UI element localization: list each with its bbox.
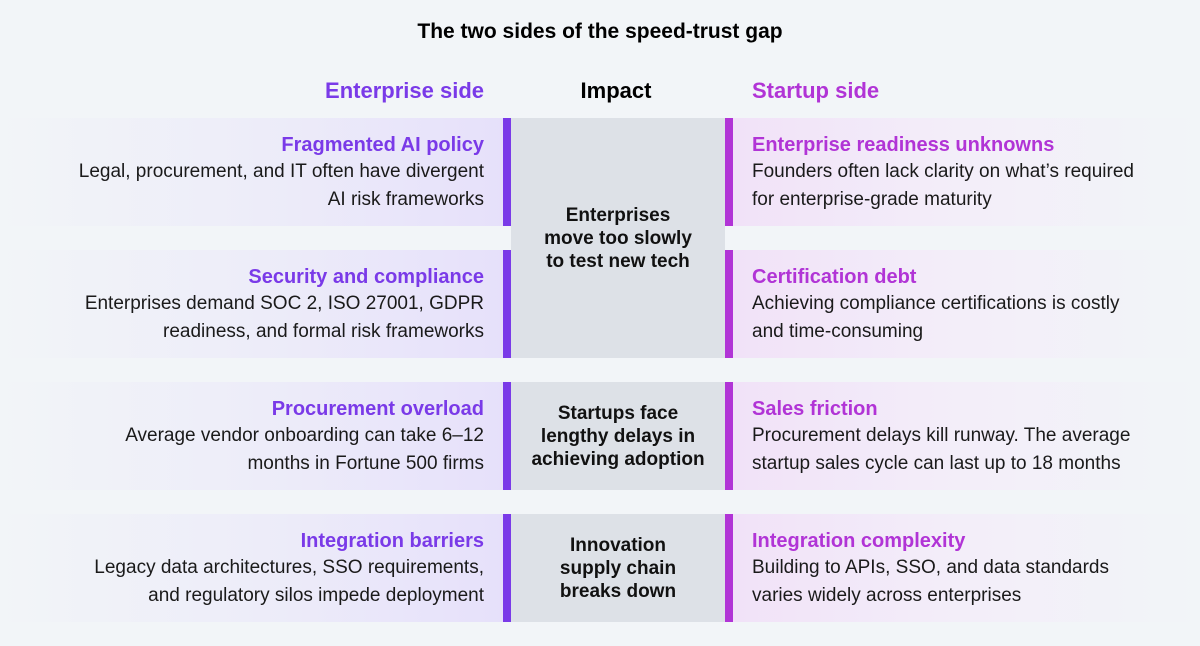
impact-line: lengthy delays in: [540, 426, 696, 447]
startup-accent-bar: [725, 118, 733, 226]
startup-accent-bar: [725, 514, 733, 622]
startup-item-line: startup sales cycle can last up to 18 mo…: [752, 453, 1121, 474]
startup-item-line: for enterprise-grade maturity: [752, 189, 992, 210]
enterprise-cell-bg: [0, 250, 510, 358]
impact-text: Innovation supply chain breaks down: [511, 534, 725, 603]
enterprise-item: Procurement overload Average vendor onbo…: [24, 396, 484, 478]
startup-item: Certification debt Achieving compliance …: [752, 264, 1182, 346]
startup-cell-bg: [733, 514, 1200, 622]
impact-column-header: Impact: [580, 78, 652, 103]
startup-item-heading: Integration complexity: [752, 530, 966, 552]
enterprise-item-line: Legacy data architectures, SSO requireme…: [94, 557, 484, 578]
enterprise-column-header: Enterprise side: [325, 78, 484, 103]
startup-item-line: Procurement delays kill runway. The aver…: [752, 425, 1131, 446]
impact-text: Enterprises move too slowly to test new …: [511, 204, 725, 273]
enterprise-cell-bg: [0, 118, 510, 226]
impact-line: achieving adoption: [531, 449, 705, 470]
startup-item-line: Achieving compliance certifications is c…: [752, 293, 1120, 314]
impact-line: breaks down: [559, 581, 677, 602]
gap-row-integration: Integration barriers Legacy data archite…: [0, 514, 1200, 622]
enterprise-item: Integration barriers Legacy data archite…: [24, 528, 484, 610]
startup-item-line: and time-consuming: [752, 321, 924, 342]
enterprise-item-line: readiness, and formal risk frameworks: [163, 321, 484, 342]
startup-cell-bg: [733, 118, 1200, 226]
startup-item-heading: Sales friction: [752, 398, 878, 420]
gap-row-fragmented-ai-policy: Fragmented AI policy Legal, procurement,…: [0, 118, 1200, 226]
impact-line: to test new tech: [546, 251, 690, 272]
startup-accent-bar: [725, 382, 733, 490]
startup-item-line: Building to APIs, SSO, and data standard…: [752, 557, 1110, 578]
enterprise-item-heading: Security and compliance: [248, 266, 484, 288]
impact-line: Enterprises: [565, 205, 671, 226]
impact-line: Innovation: [569, 535, 667, 556]
startup-item-line: Founders often lack clarity on what’s re…: [752, 161, 1134, 182]
startup-accent-bar: [725, 250, 733, 358]
gap-row-security-compliance: Security and compliance Enterprises dema…: [0, 250, 1200, 358]
enterprise-item-heading: Fragmented AI policy: [281, 134, 484, 156]
enterprise-accent-bar: [503, 118, 511, 226]
impact-text: Startups face lengthy delays in achievin…: [511, 402, 725, 471]
enterprise-item-line: and regulatory silos impede deployment: [148, 585, 484, 606]
enterprise-accent-bar: [503, 382, 511, 490]
gap-row-procurement: Procurement overload Average vendor onbo…: [0, 382, 1200, 490]
startup-item: Enterprise readiness unknowns Founders o…: [752, 132, 1182, 214]
diagram-title: The two sides of the speed-trust gap: [417, 20, 783, 43]
startup-item-heading: Certification debt: [752, 266, 917, 288]
enterprise-item: Security and compliance Enterprises dema…: [24, 264, 484, 346]
enterprise-item-line: AI risk frameworks: [327, 189, 484, 210]
startup-item-line: varies widely across enterprises: [752, 585, 1022, 606]
startup-item: Integration complexity Building to APIs,…: [752, 528, 1182, 610]
enterprise-cell-bg: [0, 514, 510, 622]
enterprise-item-line: Average vendor onboarding can take 6–12: [125, 425, 484, 446]
enterprise-cell-bg: [0, 382, 510, 490]
enterprise-item-heading: Integration barriers: [300, 530, 484, 552]
impact-box-slow-testing: Enterprises move too slowly to test new …: [511, 118, 725, 358]
enterprise-item-heading: Procurement overload: [271, 398, 484, 420]
impact-line: move too slowly: [544, 228, 692, 249]
enterprise-accent-bar: [503, 514, 511, 622]
impact-box-supply-chain: Innovation supply chain breaks down: [511, 514, 725, 622]
startup-item: Sales friction Procurement delays kill r…: [752, 396, 1182, 478]
enterprise-item-line: months in Fortune 500 firms: [247, 453, 484, 474]
impact-box-adoption-delays: Startups face lengthy delays in achievin…: [511, 382, 725, 490]
enterprise-item-line: Legal, procurement, and IT often have di…: [78, 161, 484, 182]
startup-column-header: Startup side: [752, 78, 880, 103]
startup-cell-bg: [733, 250, 1200, 358]
startup-item-heading: Enterprise readiness unknowns: [752, 134, 1055, 156]
enterprise-accent-bar: [503, 250, 511, 358]
startup-cell-bg: [733, 382, 1200, 490]
enterprise-item: Fragmented AI policy Legal, procurement,…: [24, 132, 484, 214]
enterprise-item-line: Enterprises demand SOC 2, ISO 27001, GDP…: [84, 293, 484, 314]
impact-line: supply chain: [559, 558, 677, 579]
impact-line: Startups face: [557, 403, 679, 424]
